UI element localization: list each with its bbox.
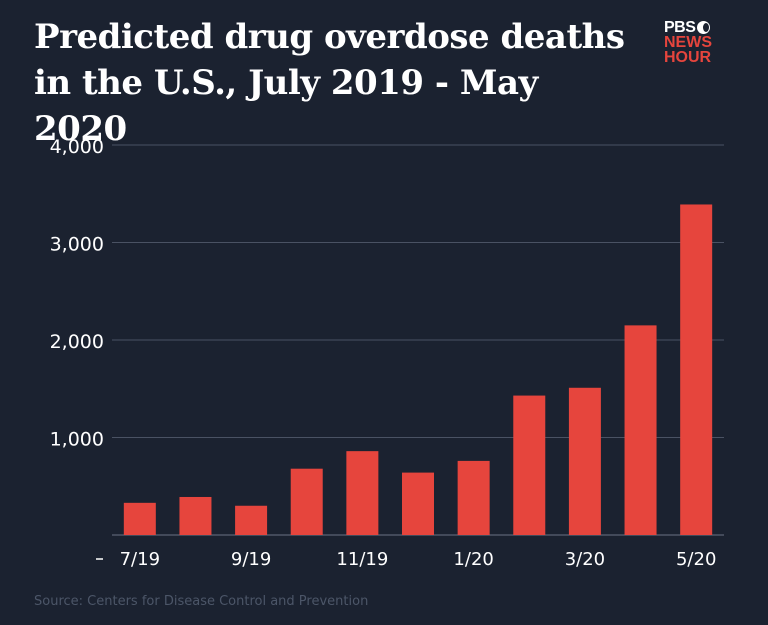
logo-news-text: NEWS [664,34,712,51]
bar [402,472,434,535]
y-tick-label: 1,000 [50,429,104,451]
x-tick-label: 1/20 [453,549,493,570]
pbs-head-icon [697,21,711,34]
x-tick-label: 9/19 [231,549,271,570]
source-note: Source: Centers for Disease Control and … [34,594,369,609]
x-tick-label: 7/19 [120,549,160,570]
bar [568,387,601,535]
title-line-1: Predicted drug overdose deaths [34,17,625,57]
logo-hour-text: HOUR [664,49,712,66]
y-tick-label: 3,000 [50,234,104,256]
x-tick-label: 5/20 [676,549,716,570]
logo-pbs-text: PBS [664,19,696,36]
x-tick-label: 3/20 [565,549,605,570]
bar [179,496,212,535]
bar [290,468,323,535]
bar [680,204,713,535]
x-tick-label: 11/19 [336,549,388,570]
pbs-newshour-logo: PBS NEWS HOUR [664,19,712,66]
bar [346,451,379,535]
y-tick-label: 2,000 [50,331,104,353]
bar [624,325,657,535]
bar [235,505,268,535]
chart-title: Predicted drug overdose deaths in the U.… [34,14,634,152]
bar [457,460,490,535]
y-tick-label: 4,000 [50,136,104,158]
bar [123,502,156,535]
title-line-2: in the U.S., July 2019 - May 2020 [34,63,538,149]
bar [513,395,546,535]
